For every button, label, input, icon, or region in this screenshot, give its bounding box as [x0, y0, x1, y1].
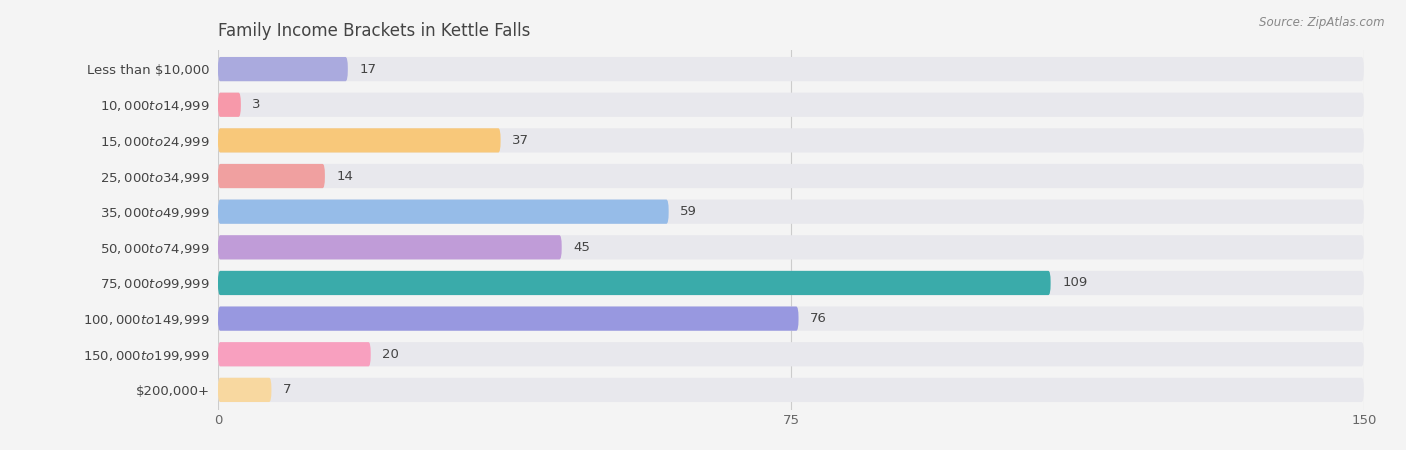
Text: 20: 20 — [382, 348, 399, 361]
FancyBboxPatch shape — [218, 342, 1364, 366]
FancyBboxPatch shape — [218, 306, 799, 331]
FancyBboxPatch shape — [218, 128, 501, 153]
Text: 37: 37 — [512, 134, 529, 147]
FancyBboxPatch shape — [218, 235, 1364, 260]
Text: Source: ZipAtlas.com: Source: ZipAtlas.com — [1260, 16, 1385, 29]
FancyBboxPatch shape — [218, 93, 1364, 117]
FancyBboxPatch shape — [218, 342, 371, 366]
FancyBboxPatch shape — [218, 378, 1364, 402]
Text: 7: 7 — [283, 383, 291, 396]
FancyBboxPatch shape — [218, 306, 1364, 331]
FancyBboxPatch shape — [218, 57, 347, 81]
Text: 3: 3 — [252, 98, 260, 111]
FancyBboxPatch shape — [218, 271, 1364, 295]
FancyBboxPatch shape — [218, 57, 1364, 81]
FancyBboxPatch shape — [218, 199, 669, 224]
FancyBboxPatch shape — [218, 164, 325, 188]
Text: 59: 59 — [681, 205, 697, 218]
FancyBboxPatch shape — [218, 199, 1364, 224]
Text: 14: 14 — [336, 170, 353, 183]
Text: 17: 17 — [360, 63, 377, 76]
FancyBboxPatch shape — [218, 164, 1364, 188]
FancyBboxPatch shape — [218, 378, 271, 402]
Text: 109: 109 — [1062, 276, 1087, 289]
FancyBboxPatch shape — [218, 271, 1050, 295]
Text: Family Income Brackets in Kettle Falls: Family Income Brackets in Kettle Falls — [218, 22, 530, 40]
Text: 45: 45 — [574, 241, 591, 254]
Text: 76: 76 — [810, 312, 827, 325]
FancyBboxPatch shape — [218, 128, 1364, 153]
FancyBboxPatch shape — [218, 93, 240, 117]
FancyBboxPatch shape — [218, 235, 562, 260]
